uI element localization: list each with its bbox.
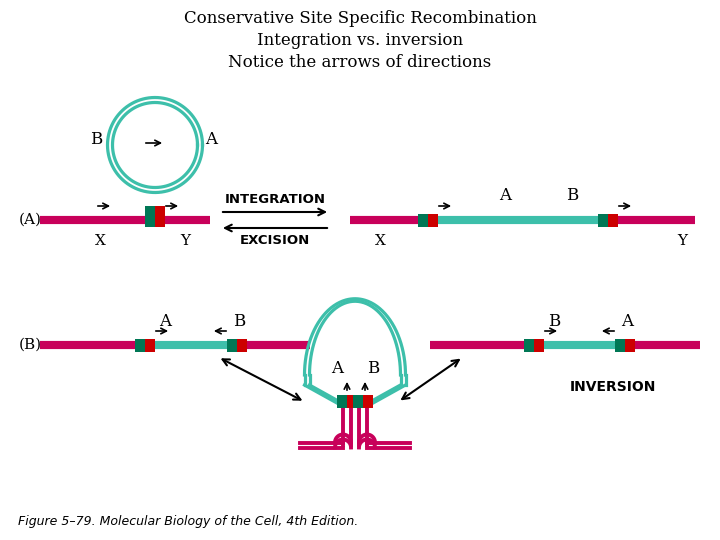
Bar [155, 213, 165, 226]
Text: EXCISION: EXCISION [240, 234, 310, 247]
Bar [347, 395, 357, 408]
Text: X: X [374, 234, 385, 248]
Text: Y: Y [677, 234, 687, 248]
Bar [237, 339, 247, 352]
Bar [353, 395, 363, 408]
Bar [608, 213, 618, 226]
Bar [337, 395, 347, 408]
Bar [615, 339, 625, 352]
Text: (A): (A) [19, 213, 42, 227]
Text: Conservative Site Specific Recombination
Integration vs. inversion
Notice the ar: Conservative Site Specific Recombination… [184, 10, 536, 71]
Bar [534, 339, 544, 352]
Bar [524, 339, 534, 352]
Text: A: A [331, 360, 343, 377]
Text: A: A [621, 313, 633, 330]
Bar [145, 206, 155, 219]
Bar [418, 213, 428, 226]
Text: Figure 5–79. Molecular Biology of the Cell, 4th Edition.: Figure 5–79. Molecular Biology of the Ce… [18, 515, 359, 528]
Text: A: A [159, 313, 171, 330]
Text: B: B [367, 360, 379, 377]
Text: (B): (B) [19, 338, 42, 352]
Bar [625, 339, 635, 352]
Text: B: B [566, 187, 578, 204]
Bar [135, 339, 145, 352]
Bar [227, 339, 237, 352]
Text: X: X [94, 234, 105, 248]
Text: INTEGRATION: INTEGRATION [225, 193, 325, 206]
Text: B: B [233, 313, 246, 330]
Bar [428, 213, 438, 226]
Text: A: A [499, 187, 511, 204]
Text: B: B [548, 313, 560, 330]
Bar [155, 206, 165, 219]
Text: INVERSION: INVERSION [570, 380, 657, 394]
Bar [145, 339, 155, 352]
Bar [145, 213, 155, 226]
Text: Y: Y [180, 234, 190, 248]
Bar [598, 213, 608, 226]
Bar [363, 395, 373, 408]
Text: A: A [205, 132, 217, 148]
Text: B: B [90, 132, 102, 148]
